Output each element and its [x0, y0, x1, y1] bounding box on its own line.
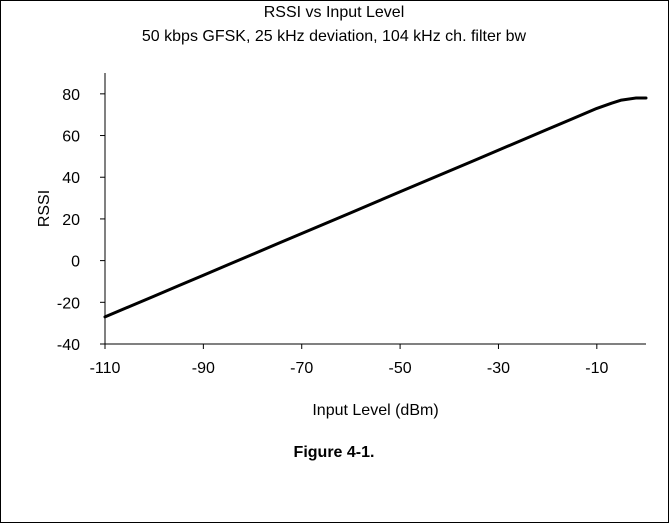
x-tick-label: -10 — [585, 360, 608, 377]
y-tick-label: 20 — [62, 212, 80, 229]
plot-area: -40 -20 0 20 40 60 80 -110 -90 -70 -50 -30 -10 — [57, 73, 648, 377]
x-axis-ticks: -110 -90 -70 -50 -30 -10 — [90, 344, 608, 377]
y-tick-label: 80 — [62, 87, 80, 104]
chart-title: RSSI vs Input Level — [264, 4, 405, 21]
x-tick-label: -50 — [389, 360, 412, 377]
x-tick-label: -110 — [90, 360, 121, 377]
y-axis-ticks: -40 -20 0 20 40 60 80 — [57, 87, 105, 354]
chart-subtitle: 50 kbps GFSK, 25 kHz deviation, 104 kHz … — [142, 28, 527, 45]
y-tick-label: 0 — [71, 254, 80, 271]
y-tick-label: -20 — [57, 295, 80, 312]
x-tick-label: -30 — [487, 360, 510, 377]
y-tick-label: -40 — [57, 337, 80, 354]
x-tick-label: -70 — [290, 360, 313, 377]
y-tick-label: 40 — [62, 170, 80, 187]
y-axis-label: RSSI — [36, 190, 53, 227]
figure-caption: Figure 4-1. — [294, 444, 375, 461]
rssi-series-line — [103, 96, 648, 319]
x-tick-label: -90 — [192, 360, 215, 377]
y-tick-label: 60 — [62, 129, 80, 146]
x-axis-label: Input Level (dBm) — [312, 402, 438, 419]
